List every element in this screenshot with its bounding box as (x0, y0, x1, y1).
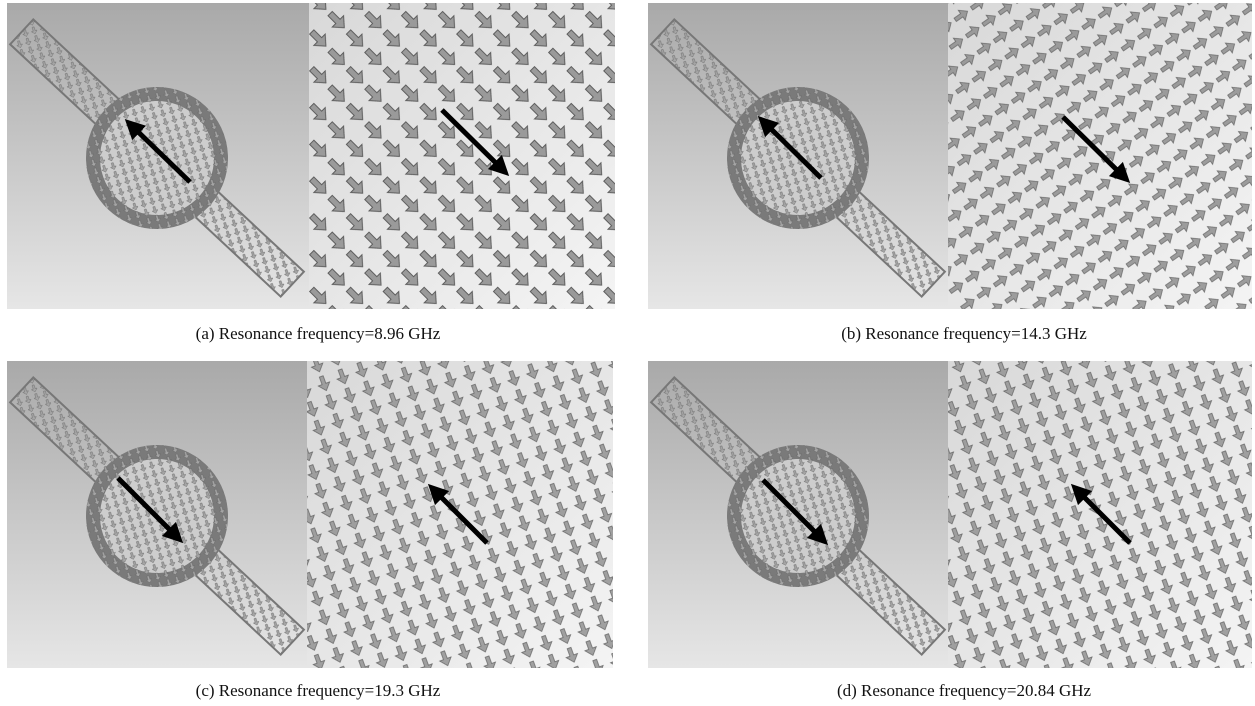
caption: (b) Resonance frequency=14.3 GHz (841, 324, 1087, 343)
panel (0, 343, 613, 689)
panel (619, 0, 1252, 331)
caption: (d) Resonance frequency=20.84 GHz (837, 681, 1092, 700)
caption: (a) Resonance frequency=8.96 GHz (196, 324, 441, 343)
caption: (c) Resonance frequency=19.3 GHz (196, 681, 441, 700)
figure: (a) Resonance frequency=8.96 GHz (b) Res… (0, 0, 1255, 706)
panel (0, 0, 615, 331)
panel (619, 343, 1252, 689)
field-image (309, 3, 615, 309)
